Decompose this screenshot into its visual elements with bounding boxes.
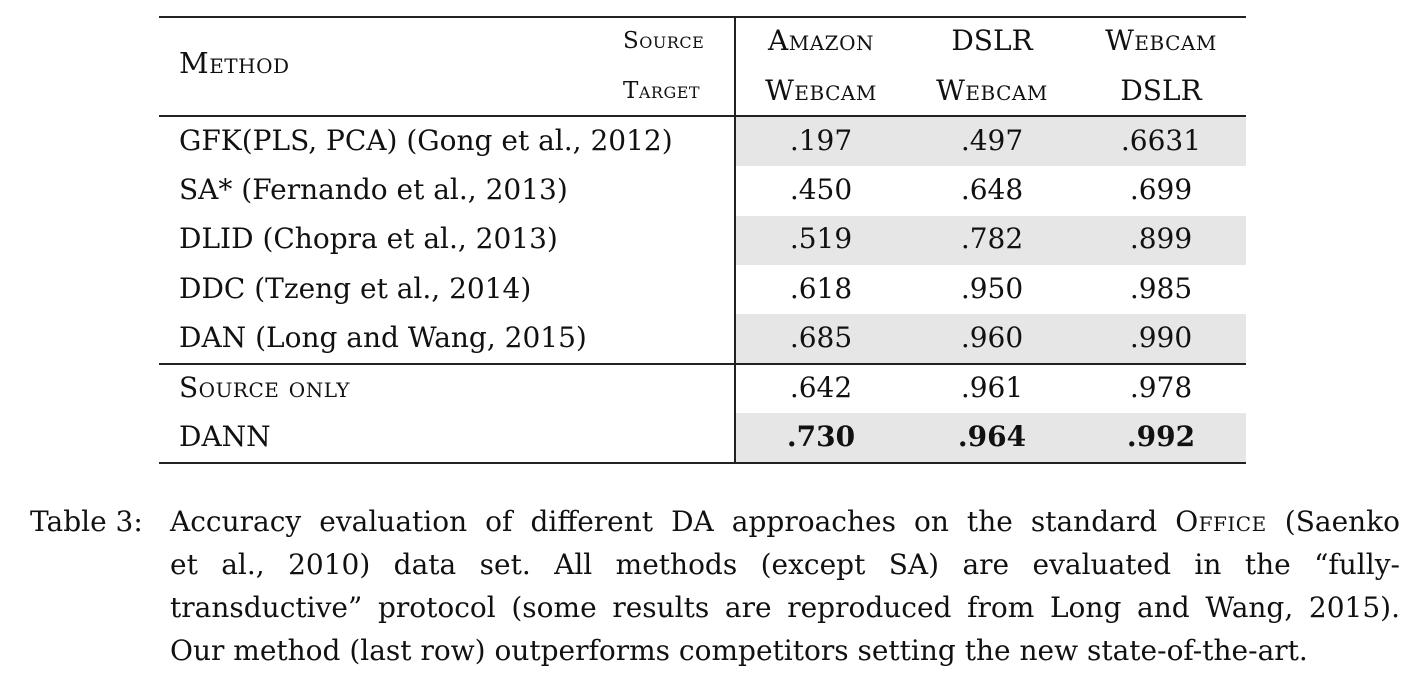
cell-dlid-dslr-webcam: .782 xyxy=(960,222,1024,255)
method-source-only: Source only xyxy=(179,371,350,404)
method-header: Method xyxy=(179,46,290,80)
cell-source-only-amazon-webcam: .642 xyxy=(789,371,853,404)
caption-line-1-b: (Saenko xyxy=(1284,505,1400,538)
target-header: Target xyxy=(623,78,701,104)
method-dan: DAN (Long and Wang, 2015) xyxy=(179,321,587,354)
caption-office: Office xyxy=(1175,505,1267,538)
col3-source: Webcam xyxy=(1105,24,1217,57)
row-shade xyxy=(736,117,1246,166)
row-shade xyxy=(736,216,1246,265)
method-gfk: GFK(PLS, PCA) (Gong et al., 2012) xyxy=(179,124,673,157)
method-ddc: DDC (Tzeng et al., 2014) xyxy=(179,272,532,305)
method-sa: SA* (Fernando et al., 2013) xyxy=(179,173,568,206)
col1-target: Webcam xyxy=(765,74,877,107)
method-dlid: DLID (Chopra et al., 2013) xyxy=(179,222,558,255)
cell-sa-dslr-webcam: .648 xyxy=(960,173,1024,206)
method-dann: DANN xyxy=(179,420,271,453)
col2-target: Webcam xyxy=(936,74,1048,107)
cell-ddc-amazon-webcam: .618 xyxy=(789,272,853,305)
bottom-rule xyxy=(159,462,1246,464)
section-rule xyxy=(159,363,1246,365)
col3-target: DSLR xyxy=(1120,74,1202,107)
column-divider xyxy=(734,16,736,464)
cell-source-only-webcam-dslr: .978 xyxy=(1129,371,1193,404)
cell-sa-amazon-webcam: .450 xyxy=(789,173,853,206)
col1-source: Amazon xyxy=(768,24,874,57)
cell-dann-dslr-webcam: .964 xyxy=(957,420,1027,453)
header-rule xyxy=(159,115,1246,117)
cell-gfk-dslr-webcam: .497 xyxy=(960,124,1024,157)
row-shade xyxy=(736,314,1246,363)
cell-dan-dslr-webcam: .960 xyxy=(960,321,1024,354)
source-header: Source xyxy=(623,28,705,54)
caption-line-2: et al., 2010) data set. All methods (exc… xyxy=(170,548,1400,581)
caption-line-4: Our method (last row) outperforms compet… xyxy=(170,634,1308,667)
caption-label: Table 3: xyxy=(30,505,143,538)
caption-line-1: Accuracy evaluation of different DA appr… xyxy=(170,500,1400,543)
caption-body: Accuracy evaluation of different DA appr… xyxy=(170,500,1400,672)
cell-dan-webcam-dslr: .990 xyxy=(1129,321,1193,354)
cell-sa-webcam-dslr: .699 xyxy=(1129,173,1193,206)
cell-ddc-webcam-dslr: .985 xyxy=(1129,272,1193,305)
cell-source-only-dslr-webcam: .961 xyxy=(960,371,1024,404)
cell-gfk-amazon-webcam: .197 xyxy=(789,124,853,157)
cell-dlid-webcam-dslr: .899 xyxy=(1129,222,1193,255)
cell-gfk-webcam-dslr: .6631 xyxy=(1120,124,1202,157)
caption-line-3: transductive” protocol (some results are… xyxy=(170,591,1400,624)
top-rule xyxy=(159,16,1246,18)
cell-dan-amazon-webcam: .685 xyxy=(789,321,853,354)
cell-dann-amazon-webcam: .730 xyxy=(786,420,856,453)
cell-dlid-amazon-webcam: .519 xyxy=(789,222,853,255)
cell-dann-webcam-dslr: .992 xyxy=(1126,420,1196,453)
row-shade xyxy=(736,413,1246,462)
caption-line-1-a: Accuracy evaluation of different DA appr… xyxy=(170,505,1158,538)
cell-ddc-dslr-webcam: .950 xyxy=(960,272,1024,305)
col2-source: DSLR xyxy=(951,24,1033,57)
